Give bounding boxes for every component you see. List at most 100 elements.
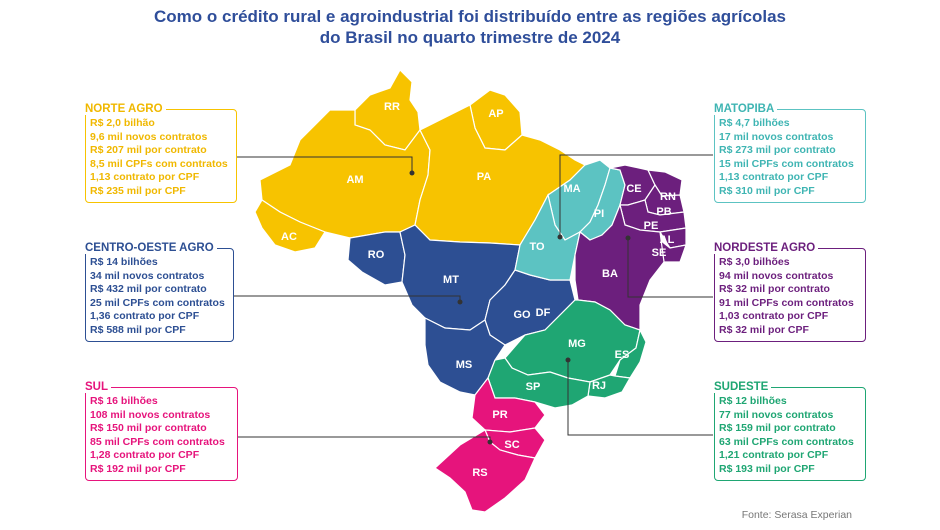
- panel-sudeste-line: 1,21 contrato por CPF: [719, 449, 829, 462]
- panel-sul-line: 1,28 contrato por CPF: [90, 449, 200, 462]
- leader-sul: [237, 436, 491, 442]
- panel-sul: SUL R$ 16 bilhões 108 mil novos contrato…: [85, 380, 238, 481]
- state-label-sp: SP: [526, 381, 541, 393]
- panel-matopiba-line: R$ 273 mil por contrato: [719, 144, 836, 157]
- state-label-rr: RR: [384, 101, 400, 113]
- panel-nordeste-line: R$ 32 mil por CPF: [719, 323, 809, 336]
- panel-matopiba-line: 1,13 contrato por CPF: [719, 171, 829, 184]
- panel-sul-title: SUL: [85, 380, 238, 394]
- leader-dot-nordeste: [625, 235, 631, 241]
- panel-nordeste-line: R$ 32 mil por contrato: [719, 283, 830, 296]
- region-nordeste: [574, 164, 687, 331]
- state-shape-to: [514, 193, 581, 281]
- panel-norte-title: NORTE AGRO: [85, 102, 237, 116]
- leader-dot-sul: [487, 439, 493, 445]
- panel-norte-box: R$ 2,0 bilhão 9,6 mil novos contratos R$…: [85, 109, 237, 203]
- panel-sul-line: 85 mil CPFs com contratos: [90, 435, 225, 448]
- panel-nordeste-line: 91 mil CPFs com contratos: [719, 296, 854, 309]
- leader-norte: [236, 156, 413, 172]
- panel-sudeste: SUDESTE R$ 12 bilhões 77 mil novos contr…: [714, 380, 866, 481]
- state-label-ac: AC: [281, 231, 297, 243]
- panel-sudeste-line: 63 mil CPFs com contratos: [719, 435, 854, 448]
- panel-sul-box: R$ 16 bilhões 108 mil novos contratos R$…: [85, 387, 238, 481]
- state-label-mt: MT: [443, 274, 459, 286]
- panel-sul-line: R$ 150 mil por contrato: [90, 422, 207, 435]
- state-label-pr: PR: [492, 409, 507, 421]
- panel-centro-oeste-line: 25 mil CPFs com contratos: [90, 296, 225, 309]
- state-label-pi: PI: [594, 208, 604, 220]
- leader-dots: [409, 170, 631, 445]
- panel-centro-oeste-line: 1,36 contrato por CPF: [90, 310, 200, 323]
- title-line-2: do Brasil no quarto trimestre de 2024: [319, 28, 621, 47]
- leader-dot-sudeste: [565, 357, 571, 363]
- leader-sudeste: [567, 360, 713, 436]
- panel-nordeste-title: NORDESTE AGRO: [714, 241, 866, 255]
- state-labels: RR AP AM PA AC RO MT TO MA PI CE RN PB P…: [281, 101, 676, 479]
- state-label-am: AM: [346, 174, 363, 186]
- state-shape-ba: [574, 203, 665, 331]
- panel-centro-oeste-title: CENTRO-OESTE AGRO: [85, 241, 234, 255]
- panel-sul-line: R$ 192 mil por CPF: [90, 462, 186, 475]
- panel-sudeste-box: R$ 12 bilhões 77 mil novos contratos R$ …: [714, 387, 866, 481]
- state-label-ma: MA: [563, 183, 580, 195]
- panel-norte-line: R$ 235 mil por CPF: [90, 184, 186, 197]
- region-norte: [254, 69, 587, 253]
- leader-dot-matopiba: [557, 234, 563, 240]
- state-label-ba: BA: [602, 268, 618, 280]
- chart-title: Como o crédito rural e agroindustrial fo…: [0, 6, 940, 48]
- panel-centro-oeste: CENTRO-OESTE AGRO R$ 14 bilhões 34 mil n…: [85, 241, 234, 342]
- state-shape-ac: [254, 199, 326, 253]
- panel-nordeste-box: R$ 3,0 bilhões 94 mil novos contratos R$…: [714, 248, 866, 342]
- state-label-ro: RO: [368, 249, 385, 261]
- panel-sudeste-line: R$ 12 bilhões: [719, 395, 787, 407]
- state-shape-rj: [587, 374, 631, 399]
- state-shape-pr: [471, 376, 546, 433]
- panel-norte-line: 9,6 mil novos contratos: [90, 130, 208, 143]
- panel-nordeste-line: 94 mil novos contratos: [719, 269, 834, 282]
- source-note: Fonte: Serasa Experian: [741, 509, 852, 521]
- panel-sul-line: 108 mil novos contratos: [90, 408, 211, 421]
- state-label-rn: RN: [660, 191, 676, 203]
- state-label-go: GO: [513, 309, 531, 321]
- panel-sudeste-line: 77 mil novos contratos: [719, 408, 834, 421]
- panel-matopiba: MATOPIBA R$ 4,7 bilhões 17 mil novos con…: [714, 102, 866, 203]
- state-label-rs: RS: [472, 467, 487, 479]
- panel-sul-line: R$ 16 bilhões: [90, 395, 158, 407]
- state-label-es: ES: [615, 349, 630, 361]
- panel-matopiba-box: R$ 4,7 bilhões 17 mil novos contratos R$…: [714, 109, 866, 203]
- state-label-to: TO: [529, 241, 545, 253]
- title-line-1: Como o crédito rural e agroindustrial fo…: [154, 7, 786, 26]
- leader-dot-centro-oeste: [457, 299, 463, 305]
- leader-nordeste: [627, 238, 713, 298]
- panel-norte: NORTE AGRO R$ 2,0 bilhão 9,6 mil novos c…: [85, 102, 237, 203]
- leader-dot-norte: [409, 170, 415, 176]
- panel-sudeste-line: R$ 159 mil por contrato: [719, 422, 836, 435]
- panel-centro-oeste-line: R$ 432 mil por contrato: [90, 283, 207, 296]
- state-label-sc: SC: [504, 439, 519, 451]
- panel-centro-oeste-box: R$ 14 bilhões 34 mil novos contratos R$ …: [85, 248, 234, 342]
- panel-norte-line: 8,5 mil CPFs com contratos: [90, 157, 228, 170]
- state-label-pb: PB: [656, 206, 671, 218]
- region-sul: [434, 376, 546, 513]
- panel-centro-oeste-line: 34 mil novos contratos: [90, 269, 205, 282]
- state-label-ap: AP: [488, 108, 503, 120]
- panel-matopiba-line: R$ 310 mil por CPF: [719, 184, 815, 197]
- panel-matopiba-title: MATOPIBA: [714, 102, 866, 116]
- panel-sudeste-line: R$ 193 mil por CPF: [719, 462, 815, 475]
- panel-norte-line: R$ 2,0 bilhão: [90, 117, 155, 129]
- state-label-pe: PE: [644, 220, 659, 232]
- region-sudeste: [487, 299, 647, 409]
- panel-nordeste-line: 1,03 contrato por CPF: [719, 310, 829, 323]
- panel-nordeste-line: R$ 3,0 bilhões: [719, 256, 790, 268]
- panel-matopiba-line: R$ 4,7 bilhões: [719, 117, 790, 129]
- panel-nordeste: NORDESTE AGRO R$ 3,0 bilhões 94 mil novo…: [714, 241, 866, 342]
- state-label-ce: CE: [626, 183, 641, 195]
- panel-norte-line: 1,13 contrato por CPF: [90, 171, 200, 184]
- panel-norte-line: R$ 207 mil por contrato: [90, 144, 207, 157]
- panel-sudeste-title: SUDESTE: [714, 380, 866, 394]
- state-label-rj: RJ: [592, 380, 606, 392]
- state-label-pa: PA: [477, 171, 492, 183]
- panel-centro-oeste-line: R$ 14 bilhões: [90, 256, 158, 268]
- state-shape-rs: [434, 429, 536, 513]
- panel-matopiba-line: 15 mil CPFs com contratos: [719, 157, 854, 170]
